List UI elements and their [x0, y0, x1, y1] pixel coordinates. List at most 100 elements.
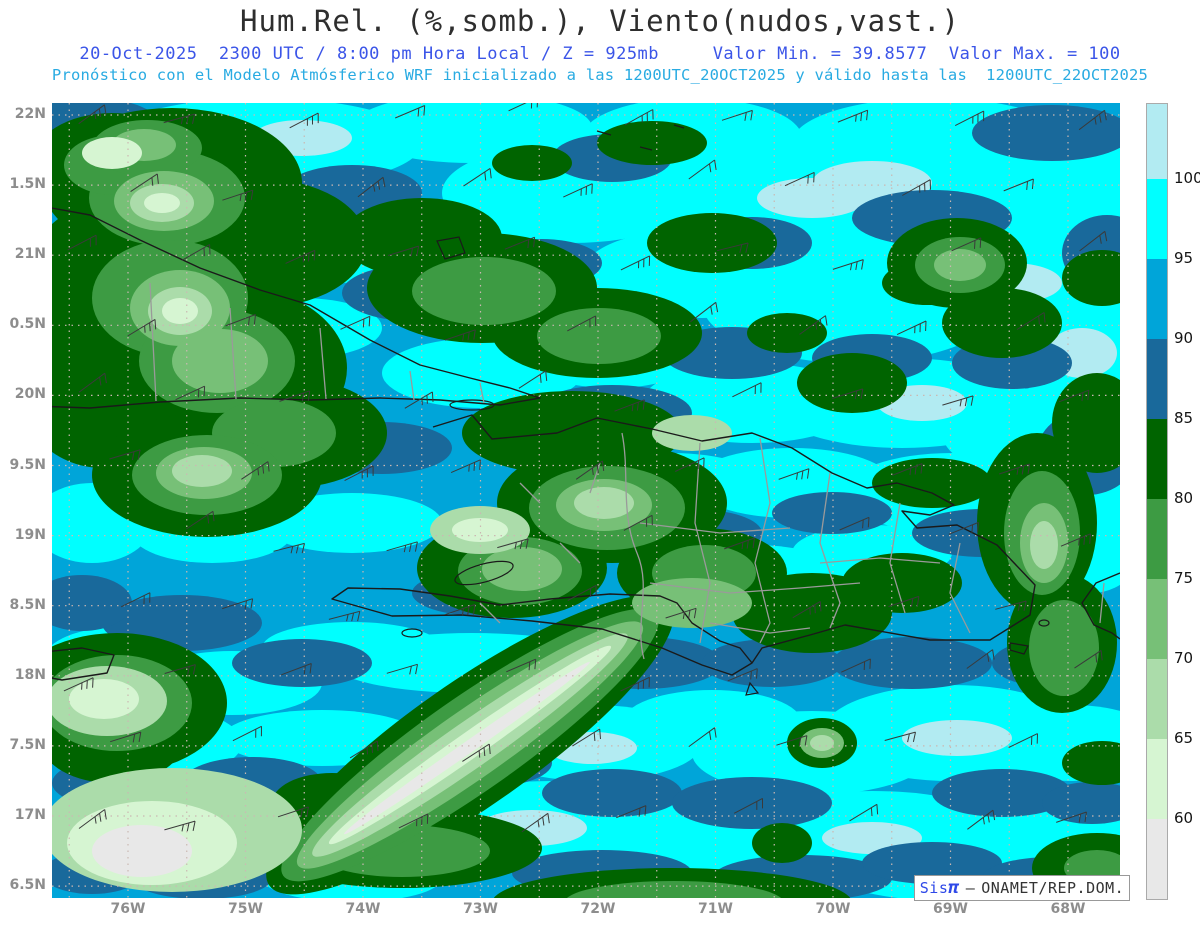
- wind-barb: [395, 105, 426, 119]
- lat-axis-label: 8.5N: [9, 596, 46, 613]
- wind-barb: [340, 315, 371, 330]
- wind-barb: [1016, 312, 1046, 331]
- wind-barb: [839, 516, 870, 531]
- wind-barb: [110, 731, 142, 743]
- wind-barb: [616, 805, 647, 819]
- wind-barb: [232, 725, 262, 742]
- wind-barb: [78, 104, 107, 125]
- wind-barb: [508, 103, 538, 112]
- lat-axis-label: 22N: [14, 106, 46, 122]
- colorbar-tick-label: 90: [1174, 329, 1194, 347]
- wind-barb: [518, 370, 548, 389]
- wind-barb: [674, 457, 705, 472]
- lon-axis-label: 70W: [815, 901, 851, 917]
- wind-barb: [1078, 109, 1107, 131]
- wind-barb: [624, 109, 654, 126]
- puerto-rico-coastline: [1081, 572, 1120, 640]
- wind-barb: [67, 234, 97, 251]
- graticule-gridlines: [52, 103, 1120, 898]
- wind-barb: [1079, 230, 1108, 252]
- wind-barb: [954, 110, 985, 127]
- wind-barb: [849, 803, 879, 822]
- wind-barb: [504, 236, 536, 250]
- wind-barb: [966, 649, 995, 669]
- wind-barb: [1056, 811, 1087, 823]
- coastlines: [52, 124, 1120, 696]
- wind-barb: [357, 176, 386, 198]
- wind-barb: [896, 320, 927, 336]
- lon-axis-label: 72W: [580, 901, 616, 917]
- wind-barb: [109, 449, 141, 461]
- lon-axis-label: 68W: [1050, 901, 1086, 917]
- wind-barb: [349, 740, 379, 759]
- saona-island: [1009, 642, 1029, 655]
- colorbar-segment: [1147, 339, 1167, 419]
- colorbar-segment: [1147, 579, 1167, 659]
- colorbar-tick-label: 75: [1174, 569, 1194, 587]
- lat-axis-label: 17N: [14, 807, 46, 823]
- wind-barb: [450, 459, 481, 474]
- jamaica-coastline: [52, 647, 115, 681]
- wind-barb: [832, 388, 864, 400]
- wind-barb: [902, 179, 931, 196]
- wind-barb: [386, 663, 418, 675]
- lat-axis-label: 21N: [14, 246, 46, 263]
- wind-barb: [688, 727, 717, 748]
- colorbar-tick-label: 65: [1174, 729, 1194, 747]
- colorbar-segment: [1147, 419, 1167, 499]
- wind-barb: [175, 385, 206, 401]
- cuba-coastline: [52, 207, 541, 409]
- attribution-org: ONAMET/REP.DOM.: [981, 879, 1125, 897]
- tortue-island: [449, 399, 495, 411]
- wind-barb: [841, 658, 871, 673]
- wind-barb: [285, 249, 316, 264]
- wind-barb: [497, 538, 529, 550]
- wind-barb: [63, 677, 94, 692]
- wind-barb: [995, 600, 1027, 612]
- wind-barb: [521, 812, 550, 833]
- wind-barb: [892, 463, 923, 476]
- colorbar-tick-label: 60: [1174, 809, 1194, 827]
- colorbar-tick-label: 100: [1174, 169, 1200, 187]
- lat-axis-label: 19N: [14, 526, 46, 543]
- wind-barb: [387, 245, 420, 257]
- wind-barb: [506, 658, 537, 673]
- lat-axis-label: 6.5N: [9, 877, 46, 894]
- wind-barb: [186, 510, 215, 530]
- mona-island: [1038, 619, 1050, 627]
- lat-axis-label: 1.5N: [9, 176, 46, 193]
- wind-barb: [386, 541, 418, 553]
- lon-axis-label: 75W: [228, 901, 263, 917]
- wind-barb: [463, 167, 492, 187]
- colorbar-tick-label: 80: [1174, 489, 1194, 507]
- wind-barb: [277, 806, 309, 818]
- wind-barb: [398, 813, 429, 829]
- wind-barb: [164, 820, 196, 832]
- wind-barb: [563, 183, 593, 198]
- wind-barb: [942, 395, 974, 407]
- lon-axis-label: 73W: [463, 901, 498, 917]
- wind-barb: [289, 112, 319, 129]
- wind-barb: [721, 109, 753, 121]
- wind-barb: [222, 598, 254, 610]
- wind-barb: [620, 255, 651, 271]
- colorbar-segment: [1147, 739, 1167, 819]
- humidity-fills: [52, 103, 1120, 898]
- wind-barb: [1008, 733, 1038, 748]
- wind-barb: [727, 668, 758, 682]
- wind-barb: [344, 465, 374, 482]
- wind-barb: [225, 314, 256, 327]
- wind-barb: [462, 743, 491, 762]
- wind-barb: [724, 537, 755, 550]
- wind-barb: [1003, 178, 1034, 192]
- wind-barb: [404, 391, 434, 409]
- beata-island: [745, 681, 760, 696]
- wind-barb: [279, 390, 311, 402]
- gonave-island: [454, 560, 514, 586]
- wind-barb: [884, 731, 916, 743]
- wind-barb: [967, 809, 996, 830]
- admin-borders: [149, 282, 1105, 660]
- lon-axis-label: 71W: [698, 901, 733, 917]
- wind-barb: [614, 399, 645, 412]
- wind-barb: [888, 595, 920, 608]
